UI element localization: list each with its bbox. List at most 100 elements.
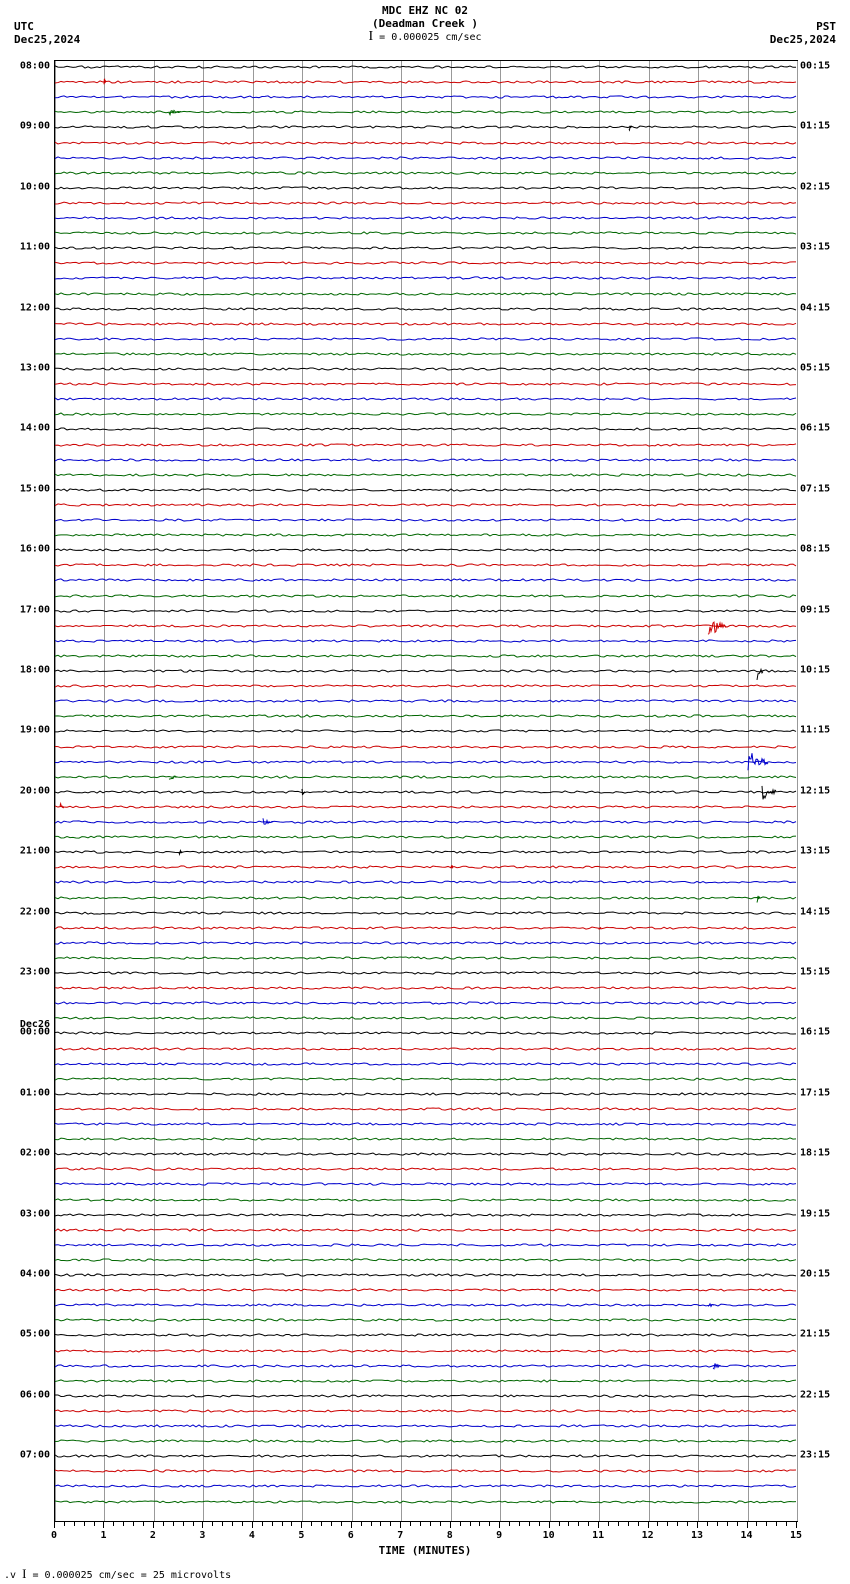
seismic-trace <box>55 260 797 266</box>
seismic-trace <box>55 608 797 614</box>
x-tick-label: 10 <box>543 1530 555 1541</box>
x-tick-major <box>153 1522 154 1528</box>
pst-time-label: 10:15 <box>800 665 830 676</box>
x-tick-major <box>400 1522 401 1528</box>
x-tick-label: 1 <box>100 1530 106 1541</box>
x-tick-minor <box>717 1522 718 1526</box>
utc-time-label: 07:00 <box>20 1450 50 1461</box>
x-tick-minor <box>291 1522 292 1526</box>
x-tick-minor <box>489 1522 490 1526</box>
seismic-trace <box>55 200 797 206</box>
x-tick-minor <box>559 1522 560 1526</box>
seismic-trace <box>55 1468 797 1474</box>
x-tick-minor <box>173 1522 174 1526</box>
seismic-trace <box>55 155 797 161</box>
seismic-trace <box>55 351 797 357</box>
pst-time-label: 13:15 <box>800 846 830 857</box>
seismic-event <box>102 74 108 90</box>
seismic-trace <box>55 683 797 689</box>
seismic-trace <box>55 381 797 387</box>
utc-time-label: 21:00 <box>20 846 50 857</box>
tz-left-label: UTC <box>14 20 80 33</box>
seismic-trace <box>55 864 797 870</box>
pst-time-label: 09:15 <box>800 604 830 615</box>
utc-time-label: 15:00 <box>20 483 50 494</box>
seismic-trace <box>55 970 797 976</box>
x-tick-major <box>796 1522 797 1528</box>
seismic-trace <box>55 638 797 644</box>
seismic-trace <box>55 819 797 825</box>
pst-time-label: 22:15 <box>800 1389 830 1400</box>
x-tick-label: 15 <box>790 1530 802 1541</box>
seismic-trace <box>55 336 797 342</box>
utc-time-label: 16:00 <box>20 544 50 555</box>
seismic-trace <box>55 215 797 221</box>
x-tick-label: 9 <box>496 1530 502 1541</box>
x-tick-minor <box>143 1522 144 1526</box>
x-tick-minor <box>212 1522 213 1526</box>
seismic-trace <box>55 1332 797 1338</box>
utc-time-label: 13:00 <box>20 363 50 374</box>
x-tick-minor <box>282 1522 283 1526</box>
seismic-trace <box>55 94 797 100</box>
seismic-trace <box>55 849 797 855</box>
utc-time-label: 09:00 <box>20 121 50 132</box>
x-tick-minor <box>371 1522 372 1526</box>
pst-time-label: 08:15 <box>800 544 830 555</box>
seismic-trace <box>55 291 797 297</box>
x-tick-minor <box>440 1522 441 1526</box>
seismic-trace <box>55 1091 797 1097</box>
seismic-trace <box>55 698 797 704</box>
tz-right-label: PST <box>770 20 836 33</box>
x-tick-major <box>697 1522 698 1528</box>
seismic-trace <box>55 1061 797 1067</box>
x-tick-label: 8 <box>447 1530 453 1541</box>
seismic-trace <box>55 1348 797 1354</box>
seismic-trace <box>55 1317 797 1323</box>
seismic-trace <box>55 895 797 901</box>
x-tick-major <box>648 1522 649 1528</box>
seismic-trace <box>55 1076 797 1082</box>
date-change-label: Dec26 <box>20 1019 50 1030</box>
seismic-trace <box>55 321 797 327</box>
footer-symbol: I <box>22 1566 26 1581</box>
station-location: (Deadman Creek ) <box>0 17 850 30</box>
seismic-trace <box>55 1136 797 1142</box>
x-tick-minor <box>272 1522 273 1526</box>
utc-time-label: 05:00 <box>20 1329 50 1340</box>
seismic-event <box>746 745 770 779</box>
x-tick-major <box>450 1522 451 1528</box>
footer-prefix: .v <box>4 1570 22 1581</box>
pst-time-label: 19:15 <box>800 1208 830 1219</box>
pst-time-label: 05:15 <box>800 363 830 374</box>
seismic-trace <box>55 789 797 795</box>
seismic-event <box>627 120 634 134</box>
x-tick-minor <box>786 1522 787 1526</box>
seismic-event <box>706 610 728 642</box>
utc-time-label: 20:00 <box>20 785 50 796</box>
x-tick-minor <box>776 1522 777 1526</box>
x-tick-minor <box>183 1522 184 1526</box>
scale-text: = 0.000025 cm/sec <box>379 32 481 43</box>
x-tick-major <box>252 1522 253 1528</box>
x-tick-minor <box>657 1522 658 1526</box>
x-tick-minor <box>410 1522 411 1526</box>
seismic-event <box>449 859 455 875</box>
seismic-trace <box>55 1046 797 1052</box>
x-tick-minor <box>311 1522 312 1526</box>
x-tick-label: 14 <box>741 1530 753 1541</box>
pst-time-label: 23:15 <box>800 1450 830 1461</box>
seismic-trace <box>55 1151 797 1157</box>
seismic-trace <box>55 366 797 372</box>
seismic-trace <box>55 1438 797 1444</box>
seismic-event <box>177 845 184 859</box>
x-tick-minor <box>638 1522 639 1526</box>
x-axis-title: TIME (MINUTES) <box>379 1544 472 1557</box>
x-tick-minor <box>341 1522 342 1526</box>
seismic-trace <box>55 517 797 523</box>
x-tick-label: 13 <box>691 1530 703 1541</box>
x-tick-minor <box>470 1522 471 1526</box>
x-tick-minor <box>242 1522 243 1526</box>
x-tick-minor <box>232 1522 233 1526</box>
seismic-event <box>711 1358 723 1374</box>
